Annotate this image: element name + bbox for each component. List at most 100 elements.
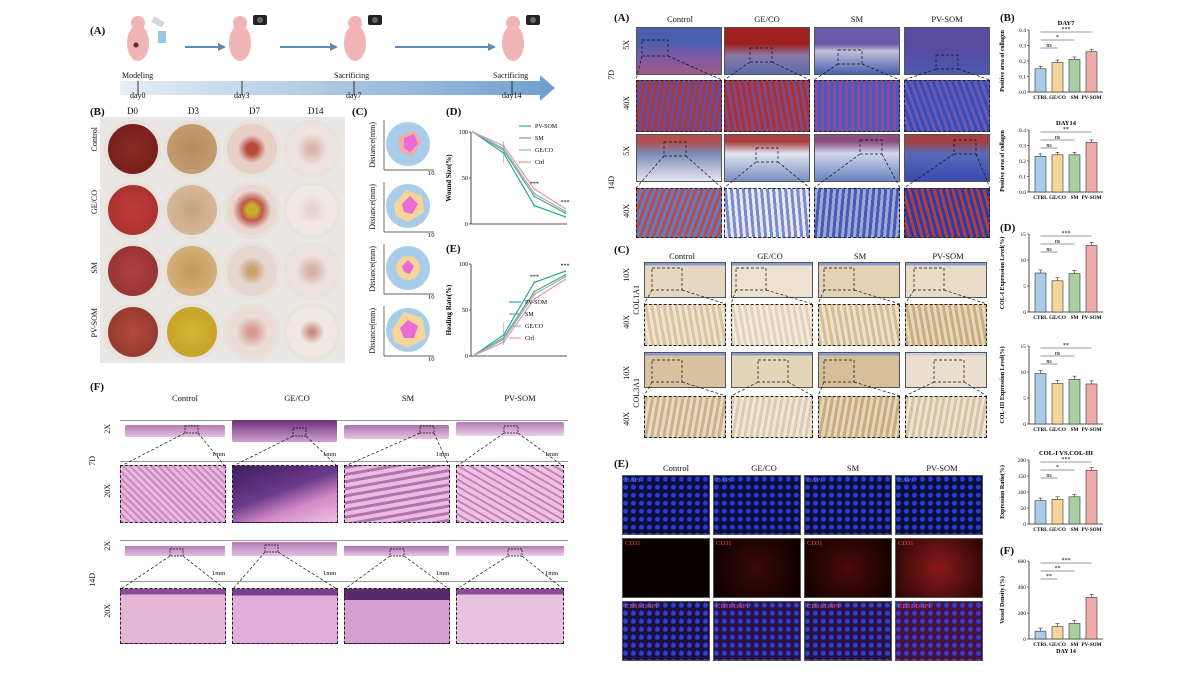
y-axis-title: COL-I Expression Level(%) [999,237,1006,310]
significance-marker: *** [530,275,539,281]
if-cd31-tile [713,538,801,598]
chart-title: DAY14 [1056,120,1077,127]
x-tick-label: CTRL [1033,195,1048,201]
scale-bar-label: 1mm [436,570,450,577]
significance-marker: ns [1055,135,1061,141]
scale-bar-label: 1mm [545,451,559,458]
col-header: Control [669,251,695,261]
y-tick-label: 0.1 [1019,175,1026,181]
x-tick-label: CTRL [1033,527,1048,533]
y-axis-title: Vessel Density (%) [999,576,1006,624]
y-tick-label: 0 [465,222,468,228]
bar-SM [1068,154,1081,193]
ihc-lowmag [905,262,987,298]
y-axis-title: Healing Rate(%) [445,284,453,335]
x-tick-label: CTRL [1033,95,1048,101]
masson-highmag [636,188,722,238]
bar-PV-SOM [1085,142,1098,193]
y-tick-label: 600 [1018,559,1027,565]
mouse-icon [229,15,267,61]
series-line-PV-SOM [472,270,566,357]
significance-marker: ns [1055,351,1061,357]
he-strip [125,546,225,556]
bar-CTRL [1034,156,1047,193]
wound-photo [283,303,341,361]
y-tick-label: 0.4 [1019,128,1026,134]
wound-photo [223,181,281,239]
he-strip [456,422,564,436]
wound-photo [104,303,162,361]
channel-label: CD31 [625,540,641,547]
legend-label: PV-SOM [525,300,548,306]
x-tick-label: PV-SOM [1081,195,1101,201]
wound-size-chart: 0 50 100 Wound Size(%) *** *** PV-SOM SM GE/CO Ct… [445,124,570,228]
panel-f-label: (F) [1000,545,1015,557]
data-point [564,210,566,213]
significance-marker: ns [1046,473,1052,479]
data-point [564,211,566,214]
y-tick-label: 15 [1021,232,1027,238]
y-tick-label: 0.0 [1019,190,1026,196]
he-highmag-tile [344,465,450,523]
masson-highmag [814,80,900,132]
he-strip [344,425,449,439]
masson-highmag [904,80,990,132]
he-highmag-tile [344,588,450,644]
wound-photo [104,242,162,300]
data-point [533,188,536,191]
panel-d-label: (D) [446,106,462,118]
scale-bar-label: 1mm [323,451,337,458]
stage-label: Sacrificing [334,71,370,80]
channel-label: DAPI [898,477,914,484]
x-tick-label: CTRL [1033,642,1048,648]
collagen-day14-chart: DAY14 0.0 0.1 0.2 0.3 0.4 Positive area of col… [1000,120,1103,201]
healing-rate-chart: 0 50 100 Healing Rate(%) *** *** PV-SOM SM GE/CO… [445,262,570,359]
data-point [564,274,566,277]
x-tick-label: CTRL [1033,427,1048,433]
significance-marker: ** [1055,566,1061,572]
y-tick-label: 0 [1023,310,1026,316]
masson-lowmag [724,134,810,182]
y-tick-label: 0.0 [1019,90,1026,96]
wound-photo [163,120,221,178]
col-header: Control [663,463,689,473]
he-highmag-tile [456,588,564,644]
scale-bar-label: 1mm [436,451,450,458]
col3-chart: 0 5 10 15 COL-III Expression Level(%) CTRL GE/… [999,343,1103,433]
significance-marker: *** [1062,457,1071,463]
col-header: Control [172,393,198,403]
bar-PV-SOM [1085,383,1098,425]
wound-photo [223,242,281,300]
x-axis-title: DAY 14 [1056,649,1076,655]
y-axis-title: Positive area of collagen [1000,29,1006,91]
series-line-GE/CO [472,276,566,357]
bar-GE/CO [1051,383,1064,425]
masson-lowmag [904,134,990,182]
chart-title: DAY7 [1058,20,1075,27]
y-tick-label: 200 [1018,611,1027,617]
x-tick-label: SM [1071,95,1079,101]
c-tick: 10 [428,170,435,177]
day-label: day3 [234,91,250,100]
y-tick-label: 150 [1018,474,1027,480]
he-strip [232,420,337,442]
y-tick-label: 100 [1018,490,1027,496]
data-point [564,278,566,281]
wound-photo [163,242,221,300]
bar-CTRL [1034,68,1047,93]
col-header: PV-SOM [932,251,964,261]
channel-label: DAPI [716,477,732,484]
y-axis-title: COL-III Expression Level(%) [999,346,1006,423]
scale-bar-label: 1mm [323,570,337,577]
zoom-lines [635,39,991,397]
day-label: day14 [502,91,522,100]
x-tick-label: SM [1071,527,1079,533]
wound-photo [283,181,341,239]
significance-marker: *** [1062,558,1071,564]
y-tick-label: 0.2 [1019,59,1026,65]
legend-label: GE/CO [535,148,554,154]
data-point [564,215,566,218]
c-tick: 10 [428,294,435,301]
channel-label: CD31 [807,540,823,547]
col1-chart: 0 5 10 15 COL-I Expression Level(%) CTRL GE/CO… [999,231,1103,321]
